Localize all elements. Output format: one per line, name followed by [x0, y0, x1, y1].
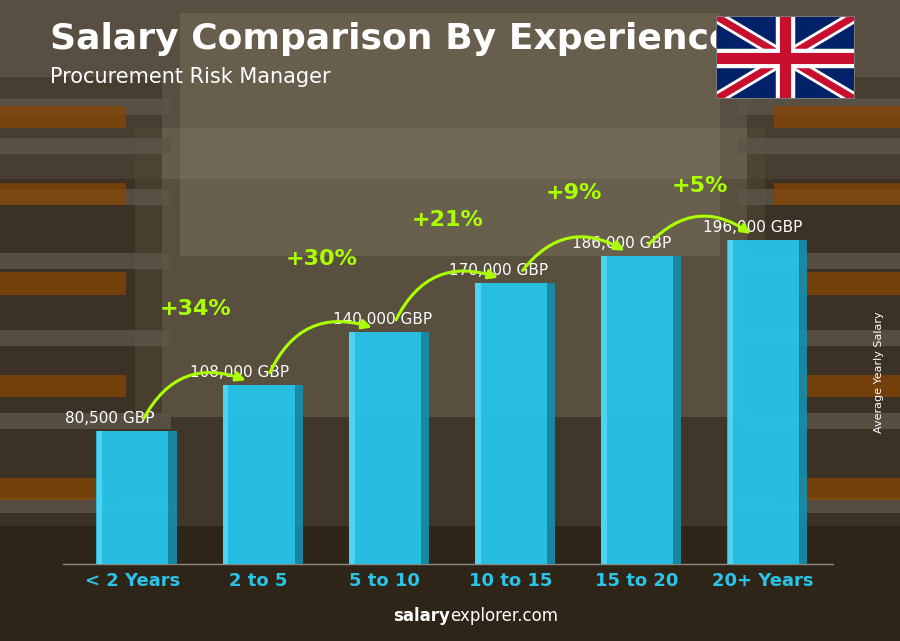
Bar: [601, 256, 673, 564]
Text: 170,000 GBP: 170,000 GBP: [448, 263, 548, 278]
Bar: [0, 189, 171, 205]
Bar: [97, 431, 103, 564]
Bar: [0, 0, 900, 179]
Bar: [135, 128, 765, 417]
FancyArrowPatch shape: [270, 320, 369, 373]
FancyArrowPatch shape: [144, 372, 243, 419]
Bar: [348, 332, 420, 564]
Bar: [727, 240, 733, 564]
Text: Salary Comparison By Experience: Salary Comparison By Experience: [50, 22, 733, 56]
Bar: [224, 385, 302, 564]
Text: +5%: +5%: [672, 176, 728, 196]
Bar: [0, 478, 126, 500]
Bar: [603, 256, 681, 564]
Bar: [0, 526, 900, 641]
Bar: [727, 240, 799, 564]
Bar: [351, 332, 428, 564]
Text: +30%: +30%: [285, 249, 357, 269]
Bar: [738, 330, 900, 346]
Bar: [96, 431, 168, 564]
Bar: [774, 183, 900, 205]
Text: 140,000 GBP: 140,000 GBP: [333, 312, 432, 328]
Text: explorer.com: explorer.com: [450, 607, 558, 625]
Bar: [477, 283, 555, 564]
Text: +34%: +34%: [159, 299, 231, 319]
Bar: [774, 375, 900, 397]
Bar: [98, 431, 176, 564]
Bar: [774, 478, 900, 500]
Bar: [0, 77, 162, 526]
Text: salary: salary: [393, 607, 450, 625]
Bar: [601, 256, 607, 564]
Bar: [475, 283, 547, 564]
Bar: [223, 385, 229, 564]
Bar: [222, 385, 294, 564]
Text: 80,500 GBP: 80,500 GBP: [65, 411, 155, 426]
Bar: [0, 272, 126, 295]
Text: 186,000 GBP: 186,000 GBP: [572, 237, 671, 251]
Text: 196,000 GBP: 196,000 GBP: [703, 220, 803, 235]
Text: +21%: +21%: [412, 210, 483, 229]
Text: 108,000 GBP: 108,000 GBP: [190, 365, 289, 381]
FancyArrowPatch shape: [649, 216, 748, 244]
Bar: [729, 240, 807, 564]
Text: Procurement Risk Manager: Procurement Risk Manager: [50, 67, 330, 87]
Bar: [0, 330, 171, 346]
Bar: [0, 497, 171, 513]
Bar: [0, 138, 171, 154]
Bar: [0, 99, 171, 115]
Bar: [349, 332, 355, 564]
Bar: [0, 106, 126, 128]
Bar: [738, 138, 900, 154]
Bar: [738, 99, 900, 115]
Bar: [738, 497, 900, 513]
FancyArrowPatch shape: [523, 237, 622, 271]
Bar: [0, 253, 171, 269]
Bar: [180, 13, 720, 256]
Bar: [747, 77, 900, 526]
Bar: [774, 272, 900, 295]
Bar: [738, 189, 900, 205]
Bar: [738, 413, 900, 429]
Bar: [0, 413, 171, 429]
FancyArrowPatch shape: [396, 271, 495, 320]
Text: Average Yearly Salary: Average Yearly Salary: [874, 311, 884, 433]
Bar: [0, 183, 126, 205]
Bar: [475, 283, 481, 564]
Bar: [774, 106, 900, 128]
Bar: [0, 375, 126, 397]
Text: +9%: +9%: [545, 183, 602, 203]
Bar: [738, 253, 900, 269]
